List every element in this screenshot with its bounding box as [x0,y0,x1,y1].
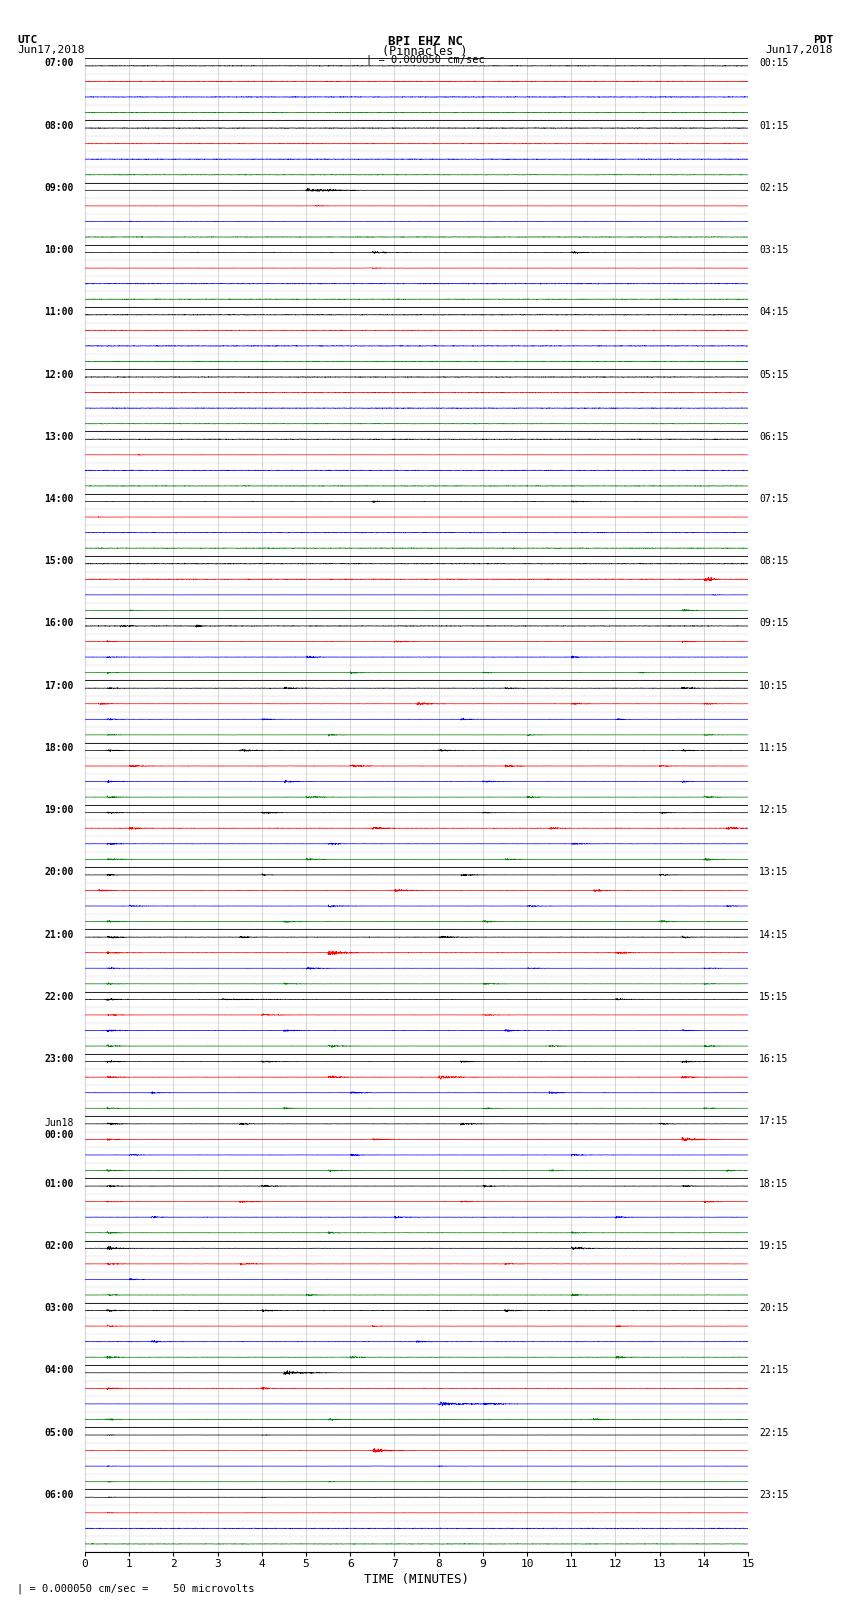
Text: 13:15: 13:15 [759,868,789,877]
Text: 02:00: 02:00 [44,1240,74,1250]
Text: Jun17,2018: Jun17,2018 [17,45,84,55]
Text: 23:15: 23:15 [759,1490,789,1500]
Text: 06:15: 06:15 [759,432,789,442]
Text: Jun18: Jun18 [44,1118,74,1127]
Text: 00:15: 00:15 [759,58,789,68]
Text: 09:00: 09:00 [44,182,74,194]
Text: 19:15: 19:15 [759,1240,789,1250]
Text: UTC: UTC [17,35,37,45]
Text: 10:15: 10:15 [759,681,789,690]
Text: 17:15: 17:15 [759,1116,789,1126]
Text: 07:00: 07:00 [44,58,74,68]
Text: 11:00: 11:00 [44,308,74,318]
Text: 20:00: 20:00 [44,868,74,877]
Text: 00:00: 00:00 [44,1131,74,1140]
Text: 17:00: 17:00 [44,681,74,690]
Text: 16:15: 16:15 [759,1055,789,1065]
Text: | = 0.000050 cm/sec: | = 0.000050 cm/sec [366,55,484,66]
Text: 16:00: 16:00 [44,618,74,629]
Text: 14:15: 14:15 [759,929,789,940]
Text: 22:00: 22:00 [44,992,74,1002]
Text: Jun17,2018: Jun17,2018 [766,45,833,55]
Text: 18:00: 18:00 [44,744,74,753]
Text: 03:15: 03:15 [759,245,789,255]
Text: 02:15: 02:15 [759,182,789,194]
Text: 03:00: 03:00 [44,1303,74,1313]
Text: 08:00: 08:00 [44,121,74,131]
Text: 05:15: 05:15 [759,369,789,379]
Text: 21:00: 21:00 [44,929,74,940]
Text: 18:15: 18:15 [759,1179,789,1189]
Text: 05:00: 05:00 [44,1428,74,1437]
Text: 11:15: 11:15 [759,744,789,753]
Text: 04:00: 04:00 [44,1365,74,1376]
Text: 08:15: 08:15 [759,556,789,566]
Text: 15:15: 15:15 [759,992,789,1002]
Text: 12:00: 12:00 [44,369,74,379]
Text: 21:15: 21:15 [759,1365,789,1376]
Text: 07:15: 07:15 [759,494,789,503]
Text: BPI EHZ NC: BPI EHZ NC [388,35,462,48]
Text: | = 0.000050 cm/sec =    50 microvolts: | = 0.000050 cm/sec = 50 microvolts [17,1582,254,1594]
Text: 01:00: 01:00 [44,1179,74,1189]
Text: 13:00: 13:00 [44,432,74,442]
Text: 10:00: 10:00 [44,245,74,255]
Text: 06:00: 06:00 [44,1490,74,1500]
Text: 15:00: 15:00 [44,556,74,566]
Text: 09:15: 09:15 [759,618,789,629]
Text: 22:15: 22:15 [759,1428,789,1437]
Text: (Pinnacles ): (Pinnacles ) [382,45,468,58]
Text: 01:15: 01:15 [759,121,789,131]
X-axis label: TIME (MINUTES): TIME (MINUTES) [364,1573,469,1586]
Text: 23:00: 23:00 [44,1055,74,1065]
Text: 20:15: 20:15 [759,1303,789,1313]
Text: PDT: PDT [813,35,833,45]
Text: 04:15: 04:15 [759,308,789,318]
Text: 19:00: 19:00 [44,805,74,815]
Text: 14:00: 14:00 [44,494,74,503]
Text: 12:15: 12:15 [759,805,789,815]
